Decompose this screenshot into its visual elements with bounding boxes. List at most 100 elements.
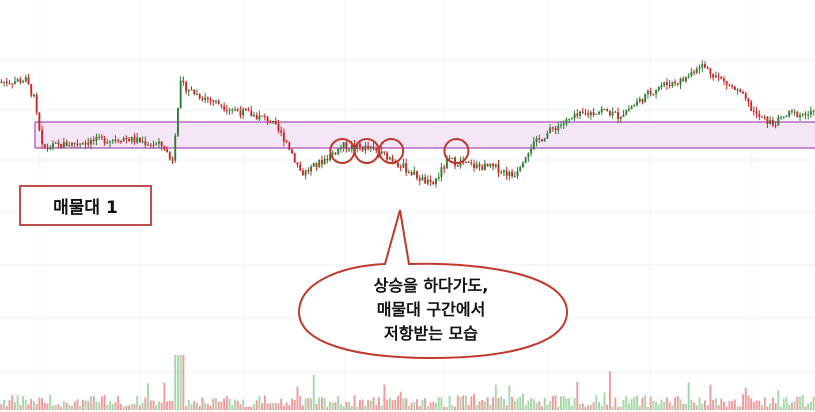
annotation-line: 저항받는 모습	[384, 324, 478, 343]
candle-body	[269, 121, 272, 123]
volume-bar	[483, 401, 486, 410]
candle-body	[182, 80, 185, 83]
candle-body	[81, 143, 84, 145]
volume-bar	[323, 398, 326, 410]
candle-body	[470, 163, 473, 165]
candle-body	[326, 158, 329, 161]
candle-body	[266, 116, 269, 122]
volume-bar	[769, 403, 772, 410]
volume-bar	[84, 400, 87, 410]
candle-body	[598, 111, 600, 114]
volume-bar	[353, 395, 356, 410]
candle-body	[641, 98, 644, 103]
volume-bar	[530, 397, 533, 410]
candle-body	[163, 146, 166, 150]
volume-bar	[369, 400, 372, 410]
candle-body	[454, 157, 456, 166]
candle-body	[546, 133, 549, 139]
volume-bar	[451, 405, 454, 410]
volume-bar	[307, 397, 310, 410]
volume-bar	[122, 406, 125, 410]
candle-body	[649, 90, 652, 94]
volume-bar	[198, 405, 201, 410]
volume-bar	[378, 397, 380, 410]
candle-body	[538, 138, 541, 140]
volume-bar	[272, 403, 274, 410]
candle-body	[334, 152, 337, 155]
candle-body	[54, 142, 57, 144]
volume-bar	[682, 403, 685, 410]
candle-body	[185, 82, 188, 92]
volume-bar	[736, 406, 739, 410]
volume-bar	[636, 395, 639, 410]
volume-bar	[633, 396, 636, 410]
candle-body	[190, 89, 193, 91]
annotation-callout	[297, 209, 569, 360]
volume-bar	[638, 405, 641, 410]
volume-bar	[65, 402, 68, 410]
candle-body	[388, 157, 391, 160]
candle-body	[606, 109, 609, 112]
volume-bar	[185, 406, 188, 410]
volume-bar	[128, 405, 130, 410]
candle-body	[57, 142, 60, 144]
candle-body	[76, 143, 79, 145]
volume-bar	[299, 396, 302, 410]
volume-bar	[513, 401, 516, 410]
candle-body	[467, 161, 470, 164]
candle-body	[600, 109, 603, 112]
candle-body	[315, 162, 318, 167]
volume-bar	[136, 395, 139, 410]
candle-body	[595, 113, 598, 115]
volume-bar	[266, 403, 269, 410]
volume-bar	[807, 403, 810, 410]
volume-bar	[617, 406, 619, 410]
volume-bar	[454, 406, 456, 410]
volume-bar	[356, 406, 359, 410]
candle-body	[701, 64, 704, 68]
candle-body	[348, 149, 351, 151]
candle-body	[293, 153, 296, 163]
volume-bar	[27, 404, 30, 410]
volume-bar	[799, 396, 802, 410]
candle-body	[440, 167, 443, 177]
volume-bar	[606, 404, 609, 410]
volume-bar	[253, 403, 255, 410]
candle-body	[685, 77, 687, 82]
candle-body	[742, 91, 744, 94]
volume-bar	[157, 401, 160, 410]
volume-bar	[739, 406, 742, 410]
volume-bar	[19, 405, 22, 410]
volume-bar	[288, 404, 291, 410]
volume-bar	[413, 401, 416, 410]
volume-bar	[62, 401, 65, 410]
volume-bar	[410, 403, 413, 410]
volume-bar	[646, 406, 649, 410]
candle-body	[562, 123, 565, 126]
volume-bar	[611, 406, 614, 410]
volume-bar	[320, 397, 323, 410]
candle-body	[410, 172, 413, 175]
volume-bar	[777, 390, 780, 410]
volume-bar	[5, 406, 8, 410]
volume-bar	[497, 397, 500, 410]
candle-body	[687, 75, 690, 78]
candle-body	[709, 68, 712, 74]
volume-bar	[614, 397, 617, 410]
volume-bar	[486, 397, 489, 410]
volume-bar	[310, 398, 313, 410]
candle-body	[71, 142, 73, 146]
volume-bar	[30, 398, 33, 410]
volume-bar	[557, 406, 560, 410]
volume-bar	[660, 399, 663, 410]
candle-body	[255, 114, 258, 120]
volume-bar	[766, 406, 769, 410]
candle-body	[60, 143, 63, 148]
candle-body	[611, 111, 614, 116]
candle-body	[231, 109, 234, 111]
touch-marker	[378, 138, 405, 164]
candle-body	[565, 119, 568, 124]
candle-body	[307, 170, 310, 172]
candle-body	[84, 142, 87, 145]
candle-body	[668, 84, 671, 87]
